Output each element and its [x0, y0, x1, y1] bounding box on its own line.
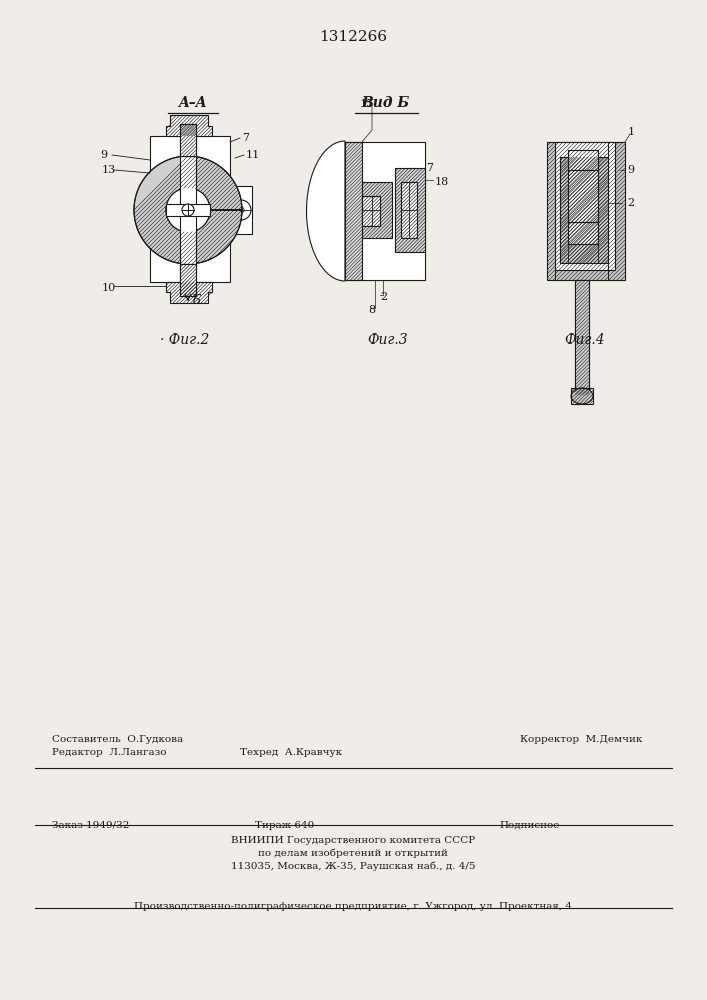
Bar: [345, 142, 425, 280]
Text: 2: 2: [380, 292, 387, 302]
Bar: [180, 264, 196, 296]
Text: Фиг.4: Фиг.4: [565, 333, 605, 347]
Bar: [166, 204, 210, 216]
Bar: [568, 170, 598, 222]
Text: 13: 13: [102, 165, 116, 175]
Text: Корректор  М.Демчик: Корректор М.Демчик: [520, 735, 643, 744]
Text: 9: 9: [100, 150, 107, 160]
Polygon shape: [560, 157, 608, 263]
Bar: [555, 142, 615, 270]
Polygon shape: [362, 182, 392, 238]
Text: 11: 11: [246, 150, 260, 160]
Text: ВНИИПИ Государственного комитета СССР: ВНИИПИ Государственного комитета СССР: [231, 836, 475, 845]
Text: 18: 18: [435, 177, 449, 187]
Polygon shape: [307, 141, 345, 281]
Text: 15: 15: [360, 99, 374, 109]
Polygon shape: [166, 282, 212, 303]
Bar: [568, 222, 598, 244]
Text: Фиг.3: Фиг.3: [368, 333, 409, 347]
Text: по делам изобретений и открытий: по делам изобретений и открытий: [258, 848, 448, 858]
Text: A–A: A–A: [177, 96, 206, 110]
Polygon shape: [395, 168, 425, 252]
Bar: [180, 156, 196, 264]
Text: Подписное: Подписное: [500, 821, 560, 830]
Polygon shape: [345, 142, 362, 280]
Polygon shape: [166, 115, 212, 136]
Text: Техред  А.Кравчук: Техред А.Кравчук: [240, 748, 342, 757]
Bar: [575, 280, 589, 400]
Text: 8: 8: [368, 305, 375, 315]
Ellipse shape: [571, 388, 593, 404]
Circle shape: [166, 188, 210, 232]
Bar: [401, 182, 417, 238]
Text: · Фиг.2: · Фиг.2: [160, 333, 210, 347]
Polygon shape: [134, 156, 242, 264]
Text: 1312266: 1312266: [319, 30, 387, 44]
Text: Заказ 1949/32: Заказ 1949/32: [52, 821, 129, 830]
Text: Тираж 640: Тираж 640: [255, 821, 315, 830]
Bar: [362, 196, 380, 226]
Text: Вид Б: Вид Б: [361, 96, 409, 110]
Polygon shape: [180, 264, 196, 296]
Text: 7: 7: [242, 133, 249, 143]
Polygon shape: [230, 186, 252, 234]
Polygon shape: [180, 124, 196, 156]
Polygon shape: [575, 280, 589, 395]
Text: Б: Б: [191, 294, 200, 308]
Polygon shape: [547, 142, 625, 280]
Text: 10: 10: [102, 283, 116, 293]
Bar: [150, 136, 230, 282]
Text: 9: 9: [627, 165, 634, 175]
Circle shape: [182, 204, 194, 216]
Text: Составитель  О.Гудкова: Составитель О.Гудкова: [52, 735, 183, 744]
Text: 1: 1: [628, 127, 635, 137]
Bar: [180, 124, 196, 156]
Text: 113035, Москва, Ж-35, Раушская наб., д. 4/5: 113035, Москва, Ж-35, Раушская наб., д. …: [230, 861, 475, 871]
Text: Редактор  Л.Лангазо: Редактор Л.Лангазо: [52, 748, 167, 757]
Bar: [568, 150, 598, 170]
Text: Производственно-полиграфическое предприятие, г. Ужгород, ул. Проектная, 4: Производственно-полиграфическое предприя…: [134, 902, 572, 911]
Text: 7: 7: [426, 163, 433, 173]
Text: 2: 2: [627, 198, 634, 208]
